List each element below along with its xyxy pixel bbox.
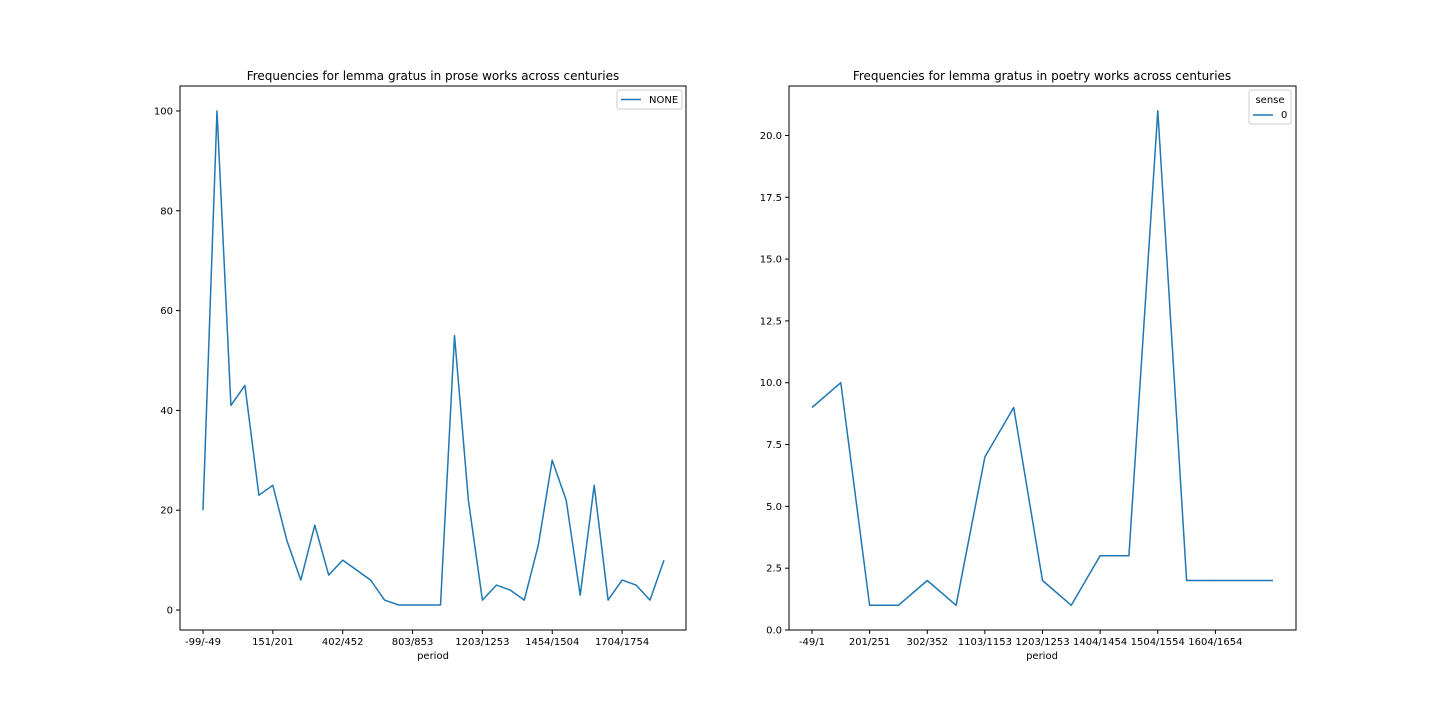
x-tick-label: 402/452 <box>322 637 364 648</box>
y-tick-label: 100 <box>154 106 173 117</box>
x-tick-label: -99/-49 <box>185 637 221 648</box>
y-axis-poetry: 0.0 2.5 5.0 7.5 10.0 12.5 15.0 17.5 20.0 <box>760 131 789 637</box>
series-line-prose <box>202 110 665 606</box>
x-tick-label: 1504/1554 <box>1131 637 1185 648</box>
legend-prose: NONE <box>616 89 683 110</box>
x-tick-label: 151/201 <box>252 637 294 648</box>
y-tick-label: 17.5 <box>760 193 782 204</box>
axes-frame-prose <box>179 85 687 631</box>
x-tick-label: 1203/1253 <box>455 637 509 648</box>
series-lines-prose <box>202 110 665 606</box>
chart-poetry: Frequencies for lemma gratus in poetry w… <box>760 69 1297 662</box>
x-tick-label: 1203/1253 <box>1015 637 1069 648</box>
y-tick-label: 0 <box>167 606 173 617</box>
x-tick-label: 1404/1454 <box>1073 637 1127 648</box>
x-axis-prose: -99/-49 151/201 402/452 803/853 1203/1253 145… <box>185 630 649 648</box>
y-tick-label: 15.0 <box>760 255 782 266</box>
legend-poetry: sense 0 <box>1248 89 1292 125</box>
y-tick-label: 80 <box>160 206 173 217</box>
x-axis-poetry: -49/1 201/251 302/352 1103/1153 1203/1253 140… <box>799 630 1243 648</box>
y-tick-label: 12.5 <box>760 316 782 327</box>
x-axis-label-poetry: period <box>1026 651 1058 662</box>
legend-label-prose: NONE <box>649 95 678 106</box>
y-tick-label: 0.0 <box>766 626 782 637</box>
x-tick-label: -49/1 <box>799 637 825 648</box>
series-line-poetry <box>811 109 1273 607</box>
y-tick-label: 20 <box>160 506 173 517</box>
y-tick-label: 40 <box>160 406 173 417</box>
x-tick-label: 1704/1754 <box>595 637 649 648</box>
y-tick-label: 10.0 <box>760 378 782 389</box>
chart-prose: Frequencies for lemma gratus in prose wo… <box>154 69 687 662</box>
series-lines-poetry <box>811 109 1274 607</box>
y-axis-prose: 0 20 40 60 80 100 <box>154 106 180 617</box>
x-axis-label-prose: period <box>417 651 449 662</box>
y-tick-label: 60 <box>160 306 173 317</box>
axes-frame-poetry <box>788 85 1297 631</box>
y-tick-label: 2.5 <box>766 564 782 575</box>
x-tick-label: 1103/1153 <box>958 637 1012 648</box>
x-tick-label: 1604/1654 <box>1188 637 1242 648</box>
x-tick-label: 803/853 <box>392 637 434 648</box>
x-tick-label: 201/251 <box>849 637 891 648</box>
y-tick-label: 20.0 <box>760 131 782 142</box>
y-tick-label: 7.5 <box>766 440 782 451</box>
chart-title-prose: Frequencies for lemma gratus in prose wo… <box>247 69 620 83</box>
chart-title-poetry: Frequencies for lemma gratus in poetry w… <box>853 69 1231 83</box>
x-tick-label: 1454/1504 <box>525 637 579 648</box>
x-tick-label: 302/352 <box>906 637 948 648</box>
legend-title-poetry: sense <box>1255 95 1284 106</box>
legend-label-poetry: 0 <box>1281 110 1287 121</box>
y-tick-label: 5.0 <box>766 502 782 513</box>
legend-box-prose <box>616 89 683 110</box>
